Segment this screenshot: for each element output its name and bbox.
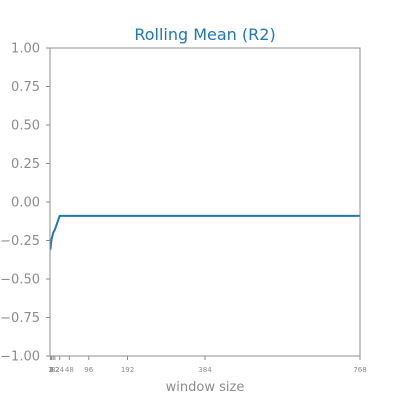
plot-frame (49, 47, 361, 357)
x-tick-label: 4 (49, 366, 54, 374)
x-tick-label: 24 (55, 366, 64, 374)
series-group (49, 214, 360, 250)
y-tick-label: 0.00 (11, 196, 40, 211)
y-tick-label: 1.00 (11, 42, 40, 57)
y-axis: 1.00 0.75 0.50 0.25 0.00 −0.25 −0.50 −0.75 −1.00 (0, 42, 50, 365)
x-tick-label: 12 (50, 366, 59, 374)
x-tick-label: 768 (353, 366, 366, 374)
x-tick-label: 384 (198, 366, 212, 374)
y-tick-label: −0.75 (0, 311, 40, 326)
y-tick-label: 0.75 (11, 80, 40, 95)
x-tick-label: 1 (48, 366, 52, 374)
x-tick-label: 48 (65, 366, 74, 374)
x-axis-label: window size (166, 380, 245, 395)
y-tick-label: −0.50 (0, 273, 40, 288)
y-tick-label: −1.00 (0, 350, 40, 365)
y-tick-label: 0.25 (11, 157, 40, 172)
series-line (49, 214, 360, 250)
x-tick-label: 96 (84, 366, 93, 374)
x-tick-label: 2 (49, 366, 53, 374)
chart-title: Rolling Mean (R2) (134, 25, 275, 44)
x-tick-label: 192 (121, 366, 134, 374)
x-tick-label: 8 (51, 366, 55, 374)
y-tick-label: 0.50 (11, 119, 40, 134)
y-tick-label: −0.25 (0, 234, 40, 249)
